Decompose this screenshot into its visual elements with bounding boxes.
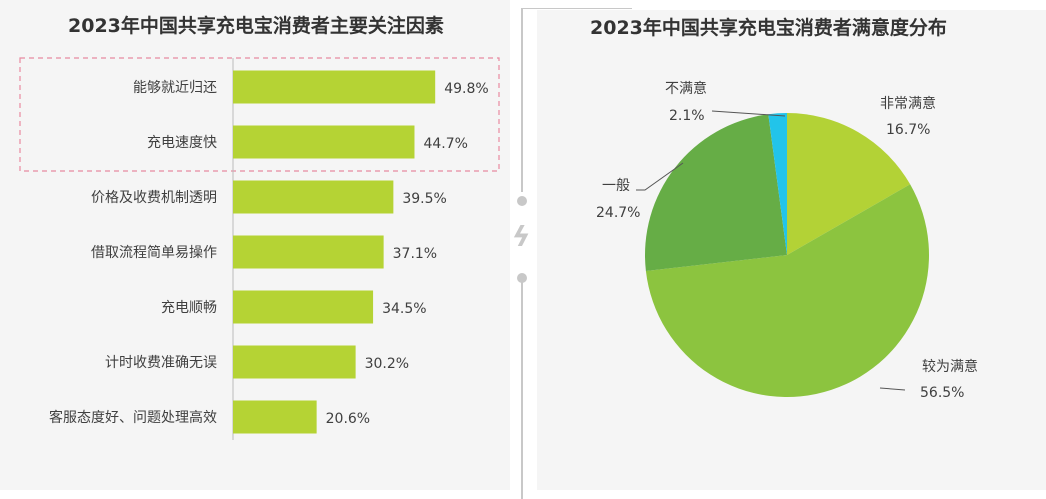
- value-label-4: 34.5%: [382, 301, 426, 317]
- bar-6: [233, 400, 317, 434]
- category-label-1: 充电速度快: [147, 135, 217, 151]
- highlight-box: [19, 57, 500, 172]
- slice-value-3: 2.1%: [669, 108, 705, 124]
- bar-1: [233, 125, 415, 159]
- bar-0: [233, 70, 436, 104]
- category-label-0: 能够就近归还: [133, 79, 217, 96]
- separator-line-bottom: [521, 282, 523, 499]
- pie-slice-1: [645, 184, 929, 398]
- value-label-6: 20.6%: [326, 411, 370, 427]
- pie-chart-title: 2023年中国共享充电宝消费者满意度分布: [590, 17, 947, 39]
- bar-2: [233, 180, 394, 214]
- slice-name-3: 不满意: [665, 80, 707, 97]
- value-label-5: 30.2%: [365, 356, 409, 372]
- slice-value-0: 16.7%: [886, 122, 930, 138]
- pie-slice-3: [768, 113, 787, 255]
- leader-line-1: [879, 387, 906, 391]
- separator-dot: [517, 273, 527, 283]
- value-label-2: 39.5%: [402, 191, 446, 207]
- bar-4: [233, 290, 374, 324]
- bar-chart-title: 2023年中国共享充电宝消费者主要关注因素: [68, 15, 444, 37]
- value-label-0: 49.8%: [444, 81, 488, 97]
- slice-value-1: 56.5%: [920, 385, 964, 401]
- bar-3: [233, 235, 384, 269]
- category-label-5: 计时收费准确无误: [105, 355, 217, 371]
- value-label-3: 37.1%: [393, 246, 437, 262]
- leader-line-2: [636, 162, 684, 191]
- value-label-1: 44.7%: [423, 136, 467, 152]
- category-label-4: 充电顺畅: [161, 300, 217, 316]
- separator-dot: [517, 196, 527, 206]
- bar-5: [233, 345, 356, 379]
- pie-slice-2: [645, 114, 787, 272]
- slice-name-1: 较为满意: [922, 358, 978, 375]
- slice-value-2: 24.7%: [596, 205, 640, 221]
- lightning-icon: ϟ: [512, 220, 531, 253]
- separator-line-top: [521, 8, 523, 192]
- separator-line-horizontal: [521, 8, 632, 9]
- category-label-3: 借取流程简单易操作: [91, 244, 217, 261]
- leader-line-3: [711, 110, 786, 117]
- pie-slice-0: [787, 113, 911, 255]
- category-label-2: 价格及收费机制透明: [91, 190, 217, 206]
- category-label-6: 客服态度好、问题处理高效: [49, 409, 217, 426]
- slice-name-0: 非常满意: [880, 95, 936, 112]
- slice-name-2: 一般: [602, 178, 630, 194]
